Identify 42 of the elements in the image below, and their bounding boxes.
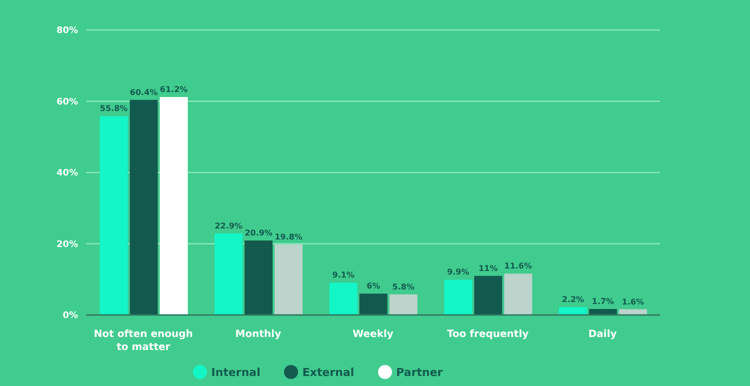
bar bbox=[504, 274, 532, 315]
bar bbox=[100, 116, 128, 315]
data-label: 1.7% bbox=[592, 296, 614, 306]
bar bbox=[474, 276, 502, 315]
data-label: 6% bbox=[366, 282, 380, 291]
data-label: 5.8% bbox=[392, 282, 414, 292]
bar bbox=[274, 244, 303, 315]
data-label: 9.9% bbox=[447, 268, 470, 277]
legend-label: Partner bbox=[396, 366, 443, 379]
x-tick-label: Not often enough to matter bbox=[94, 329, 193, 353]
data-label: 22.9% bbox=[214, 221, 242, 230]
data-label: 2.2% bbox=[562, 295, 584, 304]
bar bbox=[329, 282, 358, 315]
bar bbox=[130, 100, 158, 315]
legend-label: Internal bbox=[211, 366, 260, 379]
data-label: 9.1% bbox=[332, 270, 354, 280]
x-tick-label: Weekly bbox=[352, 329, 394, 340]
data-label: 20.9% bbox=[244, 228, 272, 238]
data-label: 60.4% bbox=[130, 88, 158, 97]
bar bbox=[244, 240, 273, 315]
y-tick-label: 80% bbox=[56, 26, 78, 36]
data-label: 1.6% bbox=[622, 297, 644, 306]
data-label: 19.8% bbox=[274, 232, 302, 242]
data-label: 61.2% bbox=[160, 84, 188, 94]
y-tick-label: 20% bbox=[56, 240, 78, 250]
data-label: 11% bbox=[478, 264, 498, 273]
data-label: 11.6% bbox=[504, 262, 532, 271]
x-tick-label: Daily bbox=[588, 329, 618, 340]
bar bbox=[160, 96, 188, 315]
y-tick-label: 60% bbox=[56, 97, 78, 108]
legend-label: External bbox=[302, 366, 354, 379]
bar bbox=[214, 233, 243, 315]
data-label: 55.8% bbox=[100, 104, 128, 114]
bar bbox=[558, 307, 587, 315]
x-tick-label: Monthly bbox=[235, 329, 282, 340]
bar bbox=[389, 294, 418, 315]
bar bbox=[444, 280, 472, 315]
bar bbox=[359, 294, 388, 315]
bar bbox=[588, 308, 617, 315]
y-tick-label: 40% bbox=[56, 168, 78, 179]
y-tick-label: 0% bbox=[62, 311, 78, 322]
x-tick-label: Too frequently bbox=[446, 329, 530, 340]
